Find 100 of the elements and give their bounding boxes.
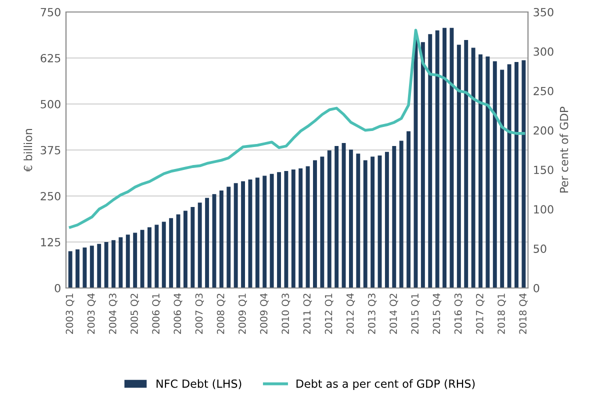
- legend-label: NFC Debt (LHS): [156, 379, 242, 390]
- x-tick-label: 2006 Q4: [174, 293, 182, 334]
- bar: [399, 140, 404, 288]
- bar: [384, 152, 389, 288]
- x-tick-label: 2011 Q2: [303, 294, 312, 334]
- bar: [442, 28, 446, 288]
- bar: [356, 154, 360, 288]
- x-tick-label: 2004 Q3: [108, 294, 118, 334]
- y-tick-label: 375: [40, 146, 60, 154]
- x-tick-label: 2012 Q1: [324, 294, 334, 334]
- bar: [118, 237, 123, 288]
- bar: [82, 248, 87, 288]
- x-tick-label: 2015 Q1: [411, 294, 420, 334]
- bar: [277, 172, 281, 288]
- x-tick-label: 2006 Q1: [152, 294, 161, 334]
- bar: [450, 28, 454, 288]
- y-tick-label: 125: [41, 238, 60, 246]
- bar: [464, 40, 468, 288]
- y2-axis-title: Per cent of GDP: [560, 106, 568, 193]
- bar: [306, 166, 310, 288]
- bar: [471, 48, 476, 288]
- x-tick-label: 2009 Q4: [260, 293, 269, 334]
- bar: [456, 44, 461, 288]
- bar: [241, 181, 246, 288]
- y-tick-label: 625: [40, 54, 60, 62]
- y2-tick-label: 350: [534, 8, 554, 16]
- x-tick-label: 2008 Q2: [216, 294, 226, 334]
- line-series: [68, 28, 526, 229]
- x-tick-label: 2018 Q4: [519, 293, 528, 334]
- bar: [342, 143, 346, 288]
- bar: [162, 222, 166, 288]
- bar: [262, 176, 267, 288]
- x-tick-label: 2009 Q1: [238, 294, 247, 334]
- bar: [219, 190, 224, 288]
- bar: [90, 246, 94, 288]
- bar: [334, 146, 339, 288]
- x-tick-label: 2007 Q3: [195, 294, 204, 334]
- x-tick-label: 2010 Q3: [282, 294, 290, 334]
- y2-tick-label: 150: [534, 166, 554, 174]
- bar: [313, 160, 317, 288]
- y2-tick-label: 100: [534, 205, 554, 214]
- x-tick-label: 2016 Q3: [454, 294, 463, 334]
- bar: [97, 244, 102, 288]
- bar: [420, 42, 425, 288]
- bar: [255, 178, 260, 288]
- y-tick-label: 500: [40, 100, 60, 108]
- bar: [486, 56, 490, 288]
- y-axis-title: € billion: [24, 129, 32, 172]
- legend-label: Debt as a per cent of GDP (RHS): [296, 379, 475, 390]
- y2-tick-label: 300: [534, 47, 554, 56]
- bar: [320, 156, 324, 288]
- y-tick-label: 750: [40, 8, 60, 16]
- bar: [507, 64, 512, 288]
- bar: [234, 183, 238, 288]
- bar: [298, 168, 303, 288]
- bar: [148, 227, 152, 288]
- x-tick-label: 2015 Q4: [432, 293, 442, 334]
- bar: [363, 160, 368, 288]
- x-tick-label: 2003 Q1: [66, 294, 74, 334]
- bar: [68, 251, 72, 288]
- bar: [514, 62, 518, 288]
- bar: [205, 198, 210, 288]
- x-tick-label: 2014 Q2: [390, 294, 398, 334]
- bar: [270, 174, 274, 288]
- x-tick-label: 2003 Q4: [87, 293, 96, 334]
- y2-tick-label: 0: [534, 284, 540, 292]
- y-tick-label: 0: [54, 284, 60, 292]
- bar: [133, 232, 138, 288]
- bar: [104, 242, 108, 288]
- bar: [291, 170, 296, 288]
- bar: [406, 131, 411, 288]
- bar: [348, 150, 353, 288]
- bar: [154, 224, 159, 288]
- y2-tick-label: 200: [534, 126, 554, 135]
- bar: [327, 150, 332, 288]
- bar: [226, 186, 231, 288]
- bar: [248, 179, 252, 288]
- bar: [76, 249, 80, 288]
- y2-tick-label: 50: [534, 244, 546, 253]
- x-tick-label: 2005 Q2: [130, 294, 140, 334]
- y-tick-label: 250: [40, 192, 60, 200]
- bar: [112, 240, 116, 288]
- x-tick-label: 2013 Q3: [368, 294, 376, 334]
- bar: [370, 156, 375, 288]
- bar: [428, 34, 432, 288]
- x-tick-label: 2017 Q2: [476, 294, 484, 334]
- y2-tick-label: 250: [534, 86, 554, 96]
- bar: [169, 218, 174, 288]
- bar: [198, 202, 202, 288]
- bar: [126, 234, 130, 288]
- bar: [492, 61, 497, 288]
- bar: [190, 207, 195, 288]
- bar: [522, 60, 526, 288]
- x-tick-label: 2012 Q4: [346, 293, 355, 334]
- bar: [392, 146, 396, 288]
- x-tick-label: 2018 Q1: [498, 294, 506, 334]
- bar: [140, 230, 144, 288]
- bar: [478, 54, 482, 288]
- bar: [284, 170, 288, 288]
- bar: [435, 30, 440, 288]
